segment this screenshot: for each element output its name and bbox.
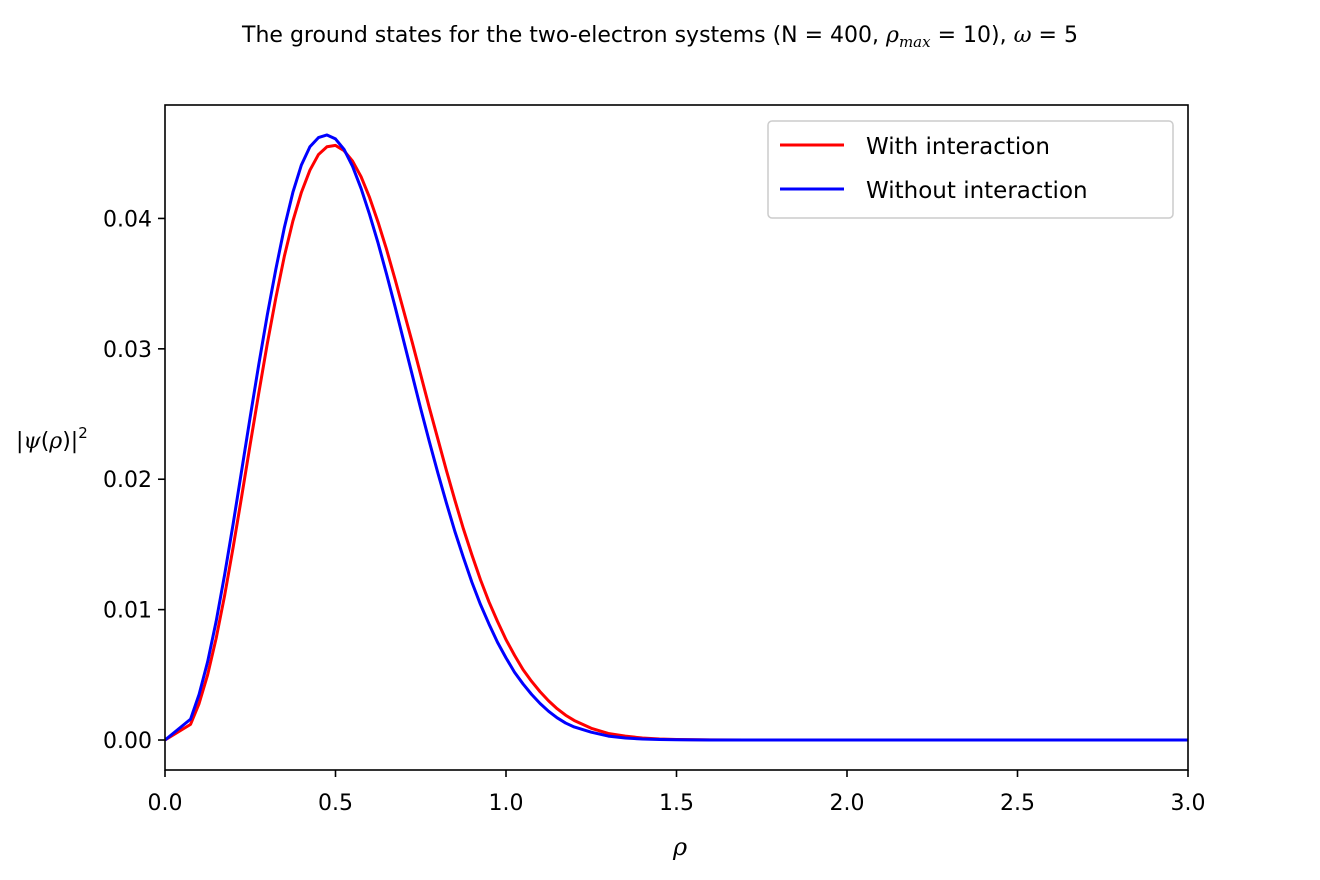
y-axis: 0.00 0.01 0.02 0.03 0.04 <box>103 207 165 754</box>
series-line-with-interaction <box>165 143 1188 742</box>
legend-label-without-interaction: Without interaction <box>866 178 1088 204</box>
y-axis-label-superscript: 2 <box>78 424 88 442</box>
y-tick-label: 0.04 <box>103 207 152 232</box>
x-tick-label: 0.0 <box>148 791 183 816</box>
x-tick-label: 2.0 <box>830 791 865 816</box>
y-axis-label-rho: ρ <box>48 429 62 454</box>
y-tick-label: 0.01 <box>103 599 152 624</box>
chart-title-rho-subscript: max <box>899 33 931 51</box>
x-tick-label: 1.0 <box>489 791 524 816</box>
x-axis: 0.0 0.5 1.0 1.5 2.0 2.5 3.0 <box>148 770 1206 816</box>
y-axis-label-open: | <box>16 429 23 454</box>
legend-box <box>767 120 1174 219</box>
x-tick-label: 1.5 <box>659 791 694 816</box>
y-tick-label: 0.00 <box>103 729 152 754</box>
legend-label-with-interaction: With interaction <box>866 134 1050 160</box>
x-tick-label: 3.0 <box>1171 791 1206 816</box>
y-axis-label-paren-open: ( <box>41 429 50 454</box>
chart-title-middle: = 10), <box>931 23 1014 48</box>
chart-title-prefix: The ground states for the two-electron s… <box>241 23 886 48</box>
chart-title-omega: ω <box>1014 23 1032 48</box>
series-line-without-interaction <box>165 133 1188 742</box>
y-tick-label: 0.03 <box>103 338 152 363</box>
series-lines <box>165 133 1188 742</box>
y-axis-label-paren-close: )| <box>62 429 78 454</box>
x-tick-label: 2.5 <box>1000 791 1035 816</box>
legend: With interaction Without interaction <box>767 120 1174 219</box>
x-tick-label: 0.5 <box>318 791 353 816</box>
chart-title-rho: ρ <box>885 23 899 48</box>
chart-title-suffix: = 5 <box>1032 23 1078 48</box>
chart-title: The ground states for the two-electron s… <box>241 23 1078 51</box>
y-axis-label-psi: ψ <box>23 429 41 454</box>
x-axis-label: ρ <box>672 833 687 861</box>
y-axis-label: |ψ(ρ)|2 <box>16 424 88 454</box>
y-tick-label: 0.02 <box>103 468 152 493</box>
